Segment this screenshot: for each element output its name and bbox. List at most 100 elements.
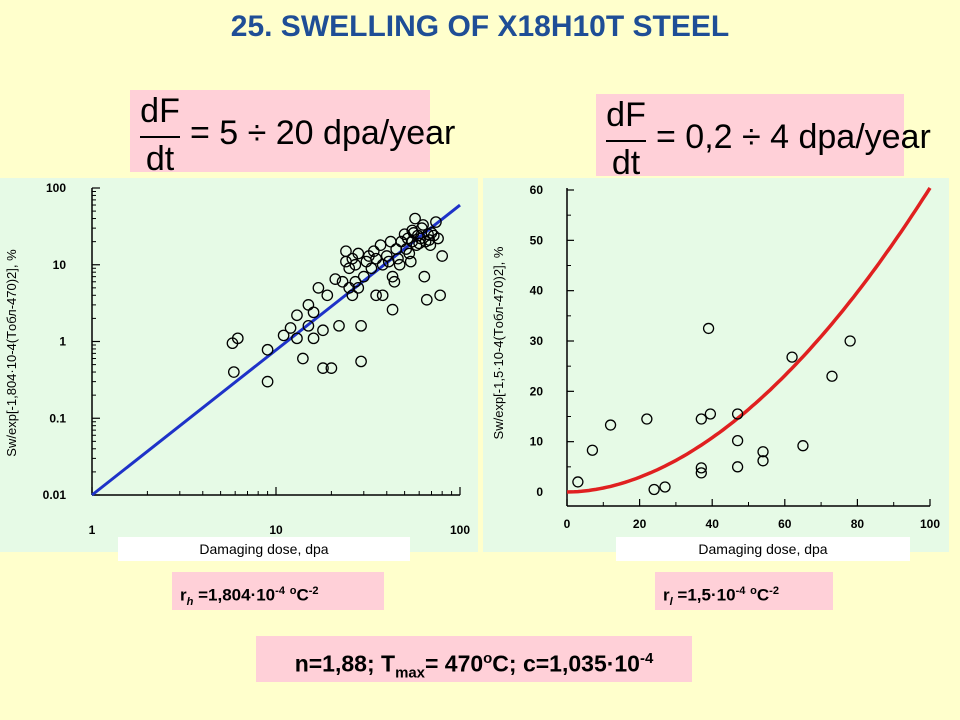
y-tick-label: 1 bbox=[59, 335, 66, 349]
data-point bbox=[386, 303, 399, 316]
y-axis-label: Sw/exp[-1,804·10-4(Tобл-470)2], % bbox=[4, 249, 19, 457]
y-tick-label: 10 bbox=[530, 435, 544, 449]
t-max-subscript: max bbox=[395, 664, 425, 682]
x-tick-label: 80 bbox=[851, 517, 865, 531]
param-unit-exponent: -2 bbox=[308, 585, 319, 597]
param-c-exponent: -4 bbox=[639, 650, 654, 667]
y-tick-label: 60 bbox=[530, 183, 544, 197]
data-point bbox=[572, 476, 584, 488]
param-value: =1,5·10 bbox=[672, 585, 736, 605]
data-point bbox=[695, 467, 707, 479]
data-point bbox=[317, 362, 329, 374]
data-point bbox=[403, 247, 416, 260]
data-point bbox=[844, 335, 856, 347]
data-point bbox=[376, 289, 389, 302]
data-point bbox=[307, 306, 320, 319]
y-axis-title: Sw/exp[-1,5·10-4(Tобл-470)2], % bbox=[491, 246, 506, 439]
param-subscript: l bbox=[669, 596, 673, 609]
y-tick-label: 0.1 bbox=[49, 411, 66, 425]
data-point bbox=[797, 440, 809, 452]
data-point bbox=[659, 481, 671, 493]
data-point bbox=[355, 319, 367, 332]
param-box-left: rh =1,804·10-4 oC-2 bbox=[172, 572, 384, 610]
param-unit: C bbox=[756, 585, 770, 605]
x-axis-label-left: Damaging dose, dpa bbox=[118, 537, 410, 561]
fraction-bar bbox=[140, 136, 180, 138]
dose-rate-formula-right: dF dt = 0,2 ÷ 4 dpa/year bbox=[596, 94, 931, 182]
y-tick-label: 20 bbox=[530, 384, 544, 398]
fit-curve bbox=[566, 186, 932, 494]
dose-rate-formula-left: dF dt = 5 ÷ 20 dpa/year bbox=[130, 90, 455, 178]
data-point bbox=[731, 435, 744, 447]
x-tick-label: 60 bbox=[778, 517, 792, 531]
y-tick-label: 10 bbox=[53, 258, 67, 272]
data-point bbox=[284, 322, 297, 334]
data-point bbox=[757, 455, 769, 467]
data-point bbox=[291, 332, 303, 345]
data-point bbox=[786, 351, 798, 363]
y-axis-label: Sw/exp[-1,5·10-4(Tобл-470)2], % bbox=[491, 246, 506, 439]
data-point bbox=[349, 275, 362, 288]
x-axis-label-right: Damaging dose, dpa bbox=[616, 537, 910, 561]
param-box-right: rl =1,5·10-4 oC-2 bbox=[655, 572, 833, 610]
page-title: 25. SWELLING OF X18H10T STEEL bbox=[230, 10, 730, 43]
data-point bbox=[336, 275, 349, 288]
x-tick-label: 10 bbox=[269, 523, 283, 537]
data-point bbox=[302, 299, 315, 311]
data-point bbox=[586, 444, 599, 456]
data-point bbox=[261, 375, 274, 388]
data-point bbox=[393, 258, 406, 271]
param-tmax: = 470 bbox=[424, 650, 484, 677]
data-point bbox=[757, 446, 769, 458]
param-symbol: r bbox=[663, 585, 670, 605]
x-tick-label: 100 bbox=[450, 523, 470, 537]
data-point bbox=[695, 462, 707, 474]
data-point bbox=[731, 408, 744, 420]
data-point bbox=[277, 329, 290, 342]
data-point bbox=[704, 408, 717, 420]
data-point bbox=[374, 239, 387, 252]
param-exponent: -4 bbox=[275, 585, 285, 597]
formula-rhs: = 0,2 ÷ 4 dpa/year bbox=[656, 118, 931, 156]
chart-panel-right: Sw/exp[-1,5·10-4(Tобл-470)2], % 0 10 20 30 4… bbox=[483, 178, 949, 552]
formula-numerator: dF bbox=[140, 92, 180, 130]
data-point bbox=[291, 309, 303, 322]
param-value: =1,804·10 bbox=[193, 585, 276, 605]
data-point bbox=[325, 362, 338, 374]
data-point bbox=[297, 352, 309, 365]
data-point bbox=[826, 370, 838, 382]
data-point bbox=[420, 293, 433, 306]
data-point bbox=[418, 270, 431, 283]
param-exponent: -4 bbox=[735, 585, 746, 597]
y-axis-title: Sw/exp[-1,804·10-4(Tобл-470)2], % bbox=[4, 249, 19, 457]
x-tick-label: 1 bbox=[89, 523, 96, 537]
data-point bbox=[346, 289, 359, 302]
data-point bbox=[404, 255, 417, 268]
data-point bbox=[367, 245, 380, 258]
param-symbol: r bbox=[180, 585, 187, 605]
data-point bbox=[227, 366, 240, 378]
y-tick-label: 100 bbox=[46, 181, 66, 195]
param-subscript: h bbox=[186, 596, 194, 609]
param-n: n=1,88; T bbox=[294, 650, 396, 677]
data-point bbox=[352, 282, 365, 294]
data-point bbox=[355, 355, 367, 368]
fit-line bbox=[91, 203, 461, 497]
data-point bbox=[357, 270, 370, 283]
param-unit-exponent: -2 bbox=[769, 585, 779, 597]
y-tick-label: 40 bbox=[530, 284, 544, 298]
data-point bbox=[317, 324, 329, 337]
data-point bbox=[329, 273, 342, 285]
data-point bbox=[386, 270, 399, 283]
formula-denominator: dt bbox=[611, 144, 641, 182]
data-point bbox=[702, 322, 715, 335]
formula-rhs: = 5 ÷ 20 dpa/year bbox=[190, 114, 456, 152]
data-point bbox=[333, 319, 345, 332]
model-parameters: n=1,88; Tmax= 470oC; c=1,035·10-4 bbox=[256, 636, 692, 682]
data-point bbox=[432, 232, 444, 245]
fraction-bar bbox=[606, 140, 646, 142]
y-tick-label: 0 bbox=[536, 485, 543, 499]
y-tick-label: 30 bbox=[530, 334, 544, 348]
data-point bbox=[261, 343, 274, 356]
chart-panel-left: Sw/exp[-1,804·10-4(Tобл-470)2], % 0.01 0.… bbox=[0, 178, 478, 552]
